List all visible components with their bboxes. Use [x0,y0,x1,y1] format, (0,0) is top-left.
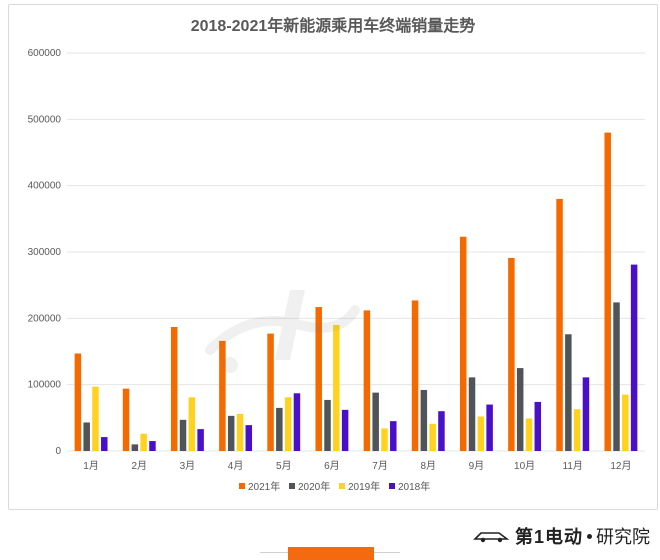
bar-2021年-7月 [363,310,371,451]
bar-2021年-5月 [267,333,274,451]
bar-2018年-4月 [245,425,253,451]
bar-2020年-7月 [372,392,379,451]
legend-swatch [389,483,395,489]
bar-2019年-2月 [140,433,147,451]
brand-name: 第1电动 [514,527,583,547]
bar-2019年-8月 [429,423,436,451]
grid-lines [67,52,645,452]
bar-2020年-1月 [83,422,90,451]
bar-2020年-2月 [131,444,139,451]
brand-logo: 第1电动 研究院 [473,522,650,550]
bar-2018年-1月 [101,437,108,451]
bar-2020年-6月 [324,399,331,451]
y-tick-label: 400000 [28,181,62,192]
bar-2019年-6月 [333,324,340,451]
bar-2019年-3月 [188,397,196,451]
bar-2020年-12月 [613,302,620,451]
y-tick-label: 300000 [28,247,62,258]
y-axis-ticks: 0 100000 200000 300000 400000 500000 600000 [28,48,62,457]
bar-2020年-5月 [276,407,283,451]
legend-swatch [289,483,295,489]
x-tick-label: 10月 [514,460,535,472]
legend-label: 2019年 [348,480,380,493]
x-tick-label: 11月 [563,460,583,472]
legend-label: 2021年 [248,480,280,493]
bar-2018年-6月 [341,409,349,451]
x-tick-label: 2月 [131,460,147,472]
bar-2020年-10月 [516,368,524,451]
y-tick-label: 200000 [28,313,62,324]
bar-2021年-9月 [459,236,467,451]
bar-2019年-10月 [525,418,533,451]
x-tick-label: 7月 [372,460,388,472]
bar-2018年-5月 [293,393,301,451]
x-tick-label: 1月 [83,460,99,472]
bar-2019年-4月 [236,413,244,451]
bar-2020年-11月 [565,334,572,451]
bar-2019年-12月 [622,394,629,451]
legend-label: 2020年 [298,480,330,493]
y-tick-label: 600000 [28,48,62,59]
x-tick-label: 5月 [276,460,292,472]
bar-2019年-11月 [573,409,581,451]
bar-2018年-10月 [534,401,542,451]
bar-2019年-1月 [92,386,99,451]
bar-2020年-9月 [468,377,476,451]
bar-2021年-12月 [604,132,611,451]
brand-suffix: 研究院 [596,527,650,548]
bar-2021年-10月 [508,257,515,451]
bar-2021年-4月 [219,340,226,451]
x-tick-label: 4月 [228,460,244,472]
bar-2021年-6月 [315,307,322,451]
legend-label: 2018年 [398,480,430,493]
x-tick-label: 9月 [469,460,485,472]
bar-2018年-9月 [486,404,493,451]
x-axis-ticks: 1月 2月 3月 4月 5月 6月 7月 8月 9月 10月 11月 12月 [83,460,631,472]
x-tick-label: 8月 [420,460,436,472]
legend-swatch [339,483,345,489]
bar-2020年-4月 [227,415,235,451]
footer-accent-bar [288,547,374,560]
bar-2018年-2月 [149,441,156,451]
y-tick-label: 0 [55,446,61,457]
bar-2018年-8月 [438,411,445,451]
brand-separator-dot [587,533,592,539]
legend: 2021年 2020年 2019年 2018年 [239,480,430,493]
bar-2020年-8月 [420,389,428,451]
bar-2019年-5月 [284,397,292,451]
x-tick-label: 3月 [180,460,196,472]
bar-chart: 2018-2021年新能源乘用车终端销量走势 0 100000 200000 3000… [28,16,645,493]
bar-2021年-2月 [122,388,130,451]
bar-2018年-3月 [197,429,204,451]
x-tick-label: 6月 [324,460,340,472]
bar-2021年-1月 [74,353,82,451]
y-tick-label: 500000 [28,114,62,125]
legend-swatch [239,483,245,489]
y-tick-label: 100000 [28,380,62,391]
bar-2018年-12月 [630,264,638,451]
bar-2018年-7月 [390,421,397,451]
bar-2019年-9月 [477,416,485,451]
bars [74,132,638,451]
bar-2021年-3月 [170,326,178,451]
bar-2019年-7月 [381,428,388,451]
bar-2020年-3月 [179,419,187,451]
chart-card: 2018-2021年新能源乘用车终端销量走势 0 100000 200000 3000… [8,4,658,510]
bar-2018年-11月 [582,377,590,451]
chart-title: 2018-2021年新能源乘用车终端销量走势 [191,16,476,35]
car-icon [473,532,510,543]
bar-2021年-11月 [556,198,563,451]
bar-2021年-8月 [411,300,419,451]
x-tick-label: 12月 [610,460,631,472]
